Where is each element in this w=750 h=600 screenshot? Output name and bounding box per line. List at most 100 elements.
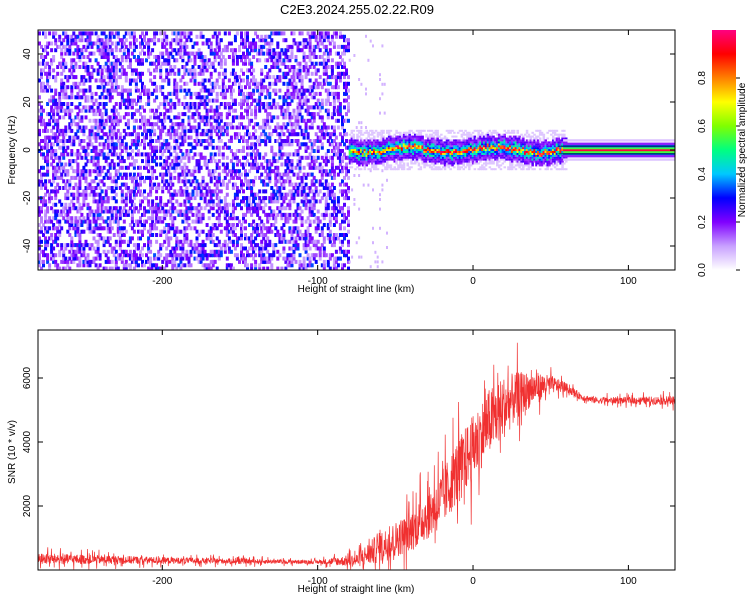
heat-cell	[325, 270, 328, 274]
heat-cell	[298, 61, 302, 66]
heat-cell	[318, 105, 322, 110]
heat-cell	[324, 132, 328, 137]
heat-cell	[167, 128, 171, 133]
heat-cell	[70, 41, 74, 46]
heat-cell	[358, 255, 361, 259]
heat-cell	[312, 196, 316, 201]
heat-cell	[100, 226, 104, 231]
heat-cell	[159, 85, 163, 90]
heat-cell	[250, 263, 254, 268]
heat-cell	[336, 91, 340, 96]
heat-cell	[139, 98, 142, 103]
heat-cell	[282, 179, 286, 184]
heat-cell	[207, 98, 211, 103]
heat-cell	[96, 249, 100, 254]
heat-cell	[304, 122, 308, 127]
heat-cell	[326, 223, 330, 227]
heat-cell	[322, 132, 326, 137]
heat-cell	[48, 199, 52, 204]
heat-cell	[240, 88, 243, 93]
heat-cell	[296, 118, 300, 123]
heat-cell	[189, 58, 193, 63]
heat-cell	[132, 172, 136, 177]
heat-cell	[76, 165, 80, 170]
heat-cell	[310, 172, 314, 177]
heat-cell	[149, 182, 153, 187]
heat-cell	[124, 71, 128, 76]
heat-cell	[151, 172, 155, 177]
heat-cell	[143, 139, 146, 143]
heat-cell	[179, 31, 183, 36]
heat-cell	[302, 233, 306, 237]
heat-cell	[88, 135, 92, 140]
heat-cell	[205, 128, 209, 133]
heat-cell	[217, 253, 221, 258]
heat-cell	[207, 253, 211, 258]
heat-cell	[262, 256, 266, 261]
heat-cell	[300, 75, 304, 80]
heat-cell	[282, 61, 286, 66]
heat-cell	[278, 78, 282, 83]
heat-cell	[292, 75, 296, 80]
heat-cell	[183, 189, 187, 194]
heat-cell	[88, 85, 92, 90]
heat-cell	[272, 75, 276, 80]
heat-cell	[62, 206, 66, 211]
heat-cell	[211, 169, 215, 174]
heat-cell	[153, 128, 157, 133]
heat-cell	[219, 182, 223, 187]
heat-cell	[38, 31, 41, 36]
heat-cell	[225, 263, 229, 268]
heat-cell	[177, 115, 181, 120]
heat-cell	[209, 229, 213, 234]
heat-cell	[292, 78, 296, 83]
heat-cell	[238, 85, 241, 90]
heat-cell	[169, 253, 173, 258]
heat-cell	[316, 139, 320, 143]
heat-cell	[139, 219, 142, 224]
heat-cell	[116, 209, 120, 214]
heat-cell	[242, 256, 245, 261]
heat-cell	[52, 108, 56, 113]
heat-cell	[159, 199, 163, 204]
heat-cell	[183, 202, 187, 207]
heat-cell	[173, 263, 177, 268]
heat-cell	[151, 128, 155, 133]
heat-cell	[50, 128, 54, 133]
heat-cell	[246, 132, 249, 137]
heat-cell	[52, 58, 56, 63]
heat-cell	[50, 61, 54, 66]
heat-cell	[38, 206, 41, 211]
heat-cell	[266, 172, 270, 177]
heat-cell	[272, 102, 276, 106]
heat-cell	[116, 233, 120, 237]
heat-cell	[250, 233, 254, 237]
heat-cell	[322, 236, 326, 241]
heat-cell	[358, 207, 361, 211]
heat-cell	[126, 132, 130, 137]
heat-cell	[343, 142, 346, 147]
heat-cell	[292, 88, 296, 93]
heat-cell	[207, 236, 211, 241]
heat-cell	[118, 61, 122, 66]
heat-cell	[145, 165, 148, 170]
heat-cell	[50, 270, 53, 274]
heat-cell	[298, 98, 302, 103]
heat-cell	[108, 149, 112, 153]
heat-cell	[278, 233, 282, 237]
heat-cell	[268, 256, 272, 261]
heat-cell	[189, 209, 193, 214]
heat-cell	[347, 41, 350, 46]
heat-cell	[250, 95, 254, 100]
heat-cell	[52, 246, 56, 251]
heat-cell	[44, 182, 48, 187]
heat-cell	[191, 115, 195, 120]
heat-cell	[341, 118, 344, 123]
heat-cell	[326, 115, 330, 120]
heat-cell	[334, 34, 338, 39]
heat-cell	[104, 51, 108, 56]
heat-cell	[68, 108, 72, 113]
heat-cell	[94, 132, 98, 137]
heat-cell	[203, 192, 207, 197]
heat-cell	[240, 38, 243, 43]
